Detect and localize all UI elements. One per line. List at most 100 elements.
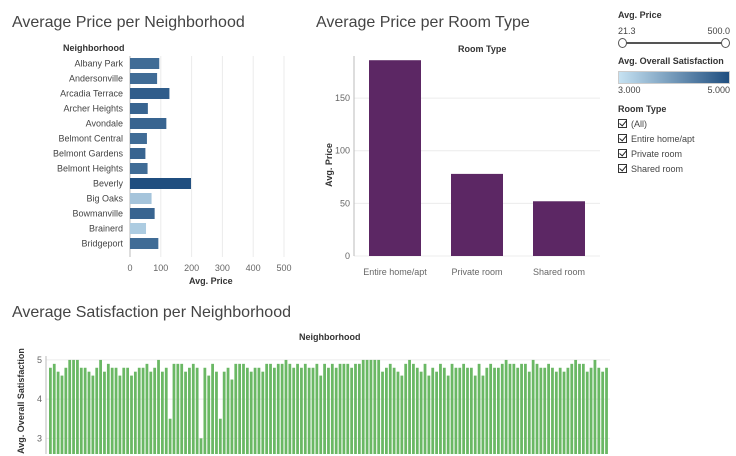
satisfaction-bar[interactable] [574, 359, 578, 454]
neighborhood-price-bar[interactable] [130, 238, 159, 249]
checkbox-checked-icon[interactable] [618, 164, 627, 173]
satisfaction-bar[interactable] [126, 367, 130, 454]
satisfaction-bar[interactable] [106, 363, 110, 454]
checkbox-checked-icon[interactable] [618, 119, 627, 128]
satisfaction-bar[interactable] [222, 371, 226, 454]
satisfaction-bar[interactable] [215, 371, 218, 454]
satisfaction-bar[interactable] [253, 367, 257, 454]
satisfaction-bar[interactable] [296, 363, 299, 454]
satisfaction-bar[interactable] [265, 363, 269, 454]
satisfaction-bar[interactable] [191, 363, 195, 454]
satisfaction-bar[interactable] [110, 367, 114, 454]
satisfaction-bar[interactable] [427, 375, 431, 454]
satisfaction-bar[interactable] [531, 359, 535, 454]
satisfaction-bar[interactable] [439, 363, 442, 454]
satisfaction-bar[interactable] [323, 363, 326, 454]
satisfaction-bar[interactable] [230, 379, 234, 454]
satisfaction-bar[interactable] [454, 367, 458, 454]
satisfaction-bar[interactable] [99, 359, 102, 454]
room-type-option-entire-home[interactable]: Entire home/apt [618, 131, 730, 146]
satisfaction-bar[interactable] [493, 367, 496, 454]
satisfaction-bar[interactable] [570, 363, 574, 454]
satisfaction-bar[interactable] [276, 363, 280, 454]
satisfaction-bar[interactable] [554, 371, 558, 454]
satisfaction-bar[interactable] [141, 367, 145, 454]
satisfaction-bar[interactable] [419, 371, 423, 454]
satisfaction-bar[interactable] [547, 363, 550, 454]
satisfaction-bar[interactable] [300, 367, 303, 454]
satisfaction-bar[interactable] [601, 371, 605, 454]
satisfaction-bar[interactable] [539, 367, 543, 454]
satisfaction-bar[interactable] [566, 367, 570, 454]
satisfaction-bar[interactable] [520, 363, 523, 454]
satisfaction-bar[interactable] [396, 371, 400, 454]
neighborhood-price-bar[interactable] [130, 73, 158, 84]
satisfaction-bar[interactable] [315, 363, 319, 454]
satisfaction-bar[interactable] [404, 363, 408, 454]
satisfaction-bar[interactable] [473, 375, 477, 454]
satisfaction-bar[interactable] [497, 367, 500, 454]
satisfaction-bar[interactable] [103, 371, 106, 454]
room-type-bar[interactable] [451, 173, 503, 256]
satisfaction-bar[interactable] [524, 363, 527, 454]
satisfaction-bar[interactable] [450, 363, 454, 454]
neighborhood-price-bar[interactable] [130, 193, 152, 204]
satisfaction-bar[interactable] [49, 367, 52, 454]
satisfaction-bar[interactable] [489, 363, 493, 454]
satisfaction-bar[interactable] [597, 367, 601, 454]
satisfaction-bar[interactable] [172, 363, 176, 454]
satisfaction-bar[interactable] [357, 363, 361, 454]
satisfaction-bar[interactable] [346, 363, 350, 454]
room-type-option-private-room[interactable]: Private room [618, 146, 730, 161]
checkbox-checked-icon[interactable] [618, 134, 627, 143]
satisfaction-bar[interactable] [477, 363, 481, 454]
satisfaction-bar[interactable] [334, 367, 338, 454]
satisfaction-bar[interactable] [76, 359, 79, 454]
satisfaction-bar[interactable] [350, 367, 354, 454]
room-type-option-shared-room[interactable]: Shared room [618, 161, 730, 176]
satisfaction-bar[interactable] [72, 359, 75, 454]
slider-low-handle[interactable] [618, 38, 627, 48]
satisfaction-bar[interactable] [199, 438, 203, 454]
satisfaction-bar[interactable] [423, 363, 427, 454]
satisfaction-bar[interactable] [381, 371, 384, 454]
satisfaction-bar[interactable] [311, 367, 315, 454]
satisfaction-bar[interactable] [52, 363, 56, 454]
satisfaction-bar[interactable] [133, 371, 137, 454]
satisfaction-bar[interactable] [234, 363, 238, 454]
satisfaction-bar[interactable] [218, 418, 222, 454]
satisfaction-bar[interactable] [303, 363, 307, 454]
satisfaction-bar[interactable] [435, 371, 438, 454]
satisfaction-bar[interactable] [195, 367, 199, 454]
satisfaction-bar[interactable] [361, 359, 365, 454]
satisfaction-bar[interactable] [149, 371, 153, 454]
satisfaction-bar[interactable] [500, 363, 504, 454]
checkbox-checked-icon[interactable] [618, 149, 627, 158]
satisfaction-bar[interactable] [578, 363, 581, 454]
satisfaction-bar[interactable] [168, 418, 172, 454]
satisfaction-bar[interactable] [481, 375, 485, 454]
satisfaction-bar[interactable] [292, 367, 296, 454]
satisfaction-bar[interactable] [581, 363, 585, 454]
satisfaction-bar[interactable] [95, 367, 99, 454]
satisfaction-bar[interactable] [261, 371, 265, 454]
satisfaction-bar[interactable] [176, 363, 180, 454]
neighborhood-price-bar[interactable] [130, 208, 155, 219]
satisfaction-bar[interactable] [203, 367, 207, 454]
satisfaction-bar[interactable] [412, 363, 415, 454]
satisfaction-bar[interactable] [442, 367, 446, 454]
satisfaction-bar[interactable] [385, 367, 388, 454]
room-type-bar[interactable] [369, 60, 421, 256]
satisfaction-bar[interactable] [180, 363, 184, 454]
satisfaction-bar[interactable] [319, 375, 323, 454]
satisfaction-bar[interactable] [512, 363, 516, 454]
neighborhood-price-bar[interactable] [130, 88, 170, 99]
satisfaction-bar[interactable] [431, 367, 435, 454]
satisfaction-bar[interactable] [585, 371, 589, 454]
satisfaction-bar[interactable] [307, 367, 311, 454]
satisfaction-bar[interactable] [122, 367, 126, 454]
satisfaction-bar[interactable] [485, 367, 489, 454]
satisfaction-bar[interactable] [508, 363, 512, 454]
satisfaction-bar[interactable] [354, 363, 357, 454]
satisfaction-bar[interactable] [466, 367, 469, 454]
